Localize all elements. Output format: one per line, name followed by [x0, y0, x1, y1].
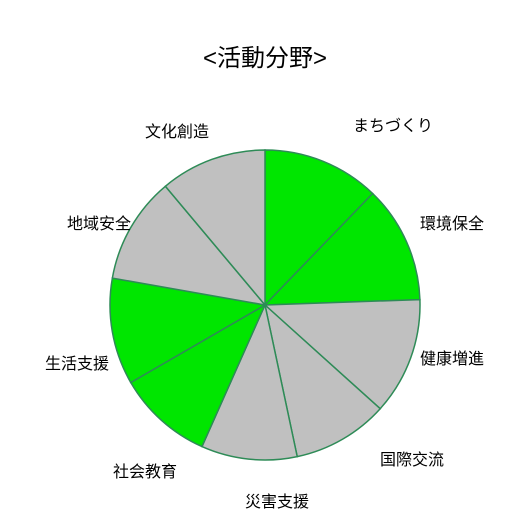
pie-slice-label: 文化創造 — [145, 118, 209, 142]
pie-slice-label: 社会教育 — [113, 458, 177, 482]
pie-slice-label: 健康増進 — [420, 345, 484, 369]
pie-slice-label: まちづくり — [353, 112, 433, 136]
pie-chart — [45, 100, 485, 500]
pie-slice-label: 国際交流 — [380, 446, 444, 470]
pie-slice-label: 環境保全 — [420, 210, 484, 234]
pie-chart-container: まちづくり環境保全健康増進国際交流災害支援社会教育生活支援地域安全文化創造 — [45, 100, 485, 500]
pie-slice-label: 地域安全 — [67, 210, 131, 234]
chart-title: <活動分野> — [0, 38, 530, 73]
pie-slice-label: 災害支援 — [245, 488, 309, 512]
pie-slice-label: 生活支援 — [45, 350, 109, 374]
